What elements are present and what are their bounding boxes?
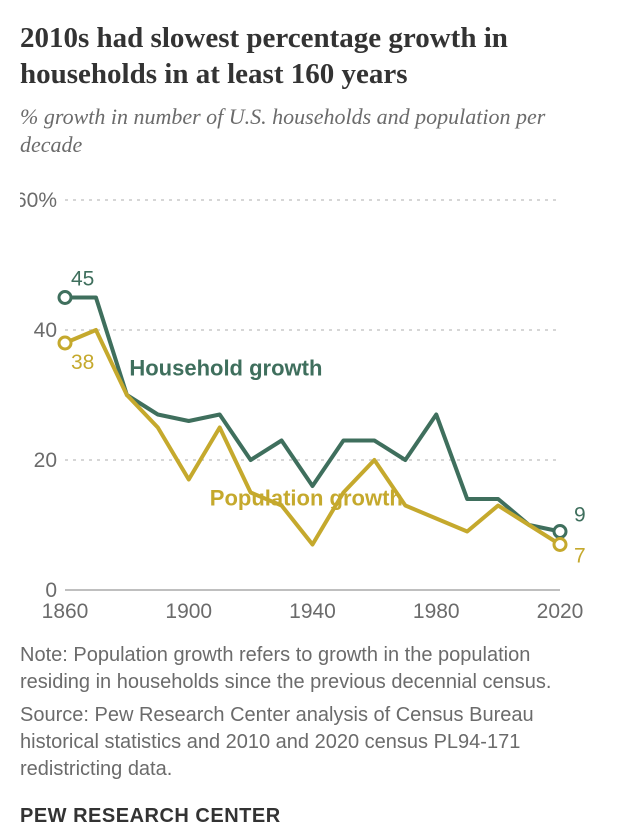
chart-title: 2010s had slowest percentage growth in h… [20,20,600,93]
endpoint-label: 45 [71,267,94,290]
svg-text:1860: 1860 [42,600,89,623]
endpoint-marker [59,337,71,349]
svg-text:20: 20 [34,449,57,472]
chart-note: Note: Population growth refers to growth… [20,642,600,696]
series-label: Household growth [129,355,322,380]
chart-subtitle: % growth in number of U.S. households an… [20,103,600,160]
endpoint-label: 38 [71,351,94,374]
endpoint-label: 7 [574,544,586,567]
svg-text:0: 0 [45,579,57,602]
chart-source: Source: Pew Research Center analysis of … [20,702,600,783]
endpoint-marker [554,525,566,537]
svg-text:1980: 1980 [413,600,460,623]
svg-text:1940: 1940 [289,600,336,623]
line-chart-svg: 0 20 40 60% 1860 1900 1940 1980 2020 Household gr… [20,180,600,630]
svg-text:60%: 60% [20,189,57,212]
svg-text:40: 40 [34,319,57,342]
chart-area: 0 20 40 60% 1860 1900 1940 1980 2020 Household gr… [20,180,600,630]
org-logo: PEW RESEARCH CENTER [20,805,600,828]
svg-text:1900: 1900 [165,600,212,623]
svg-text:2020: 2020 [537,600,584,623]
endpoint-marker [59,291,71,303]
endpoint-label: 9 [574,503,586,526]
endpoint-marker [554,538,566,550]
series-label: Population growth [210,485,403,510]
